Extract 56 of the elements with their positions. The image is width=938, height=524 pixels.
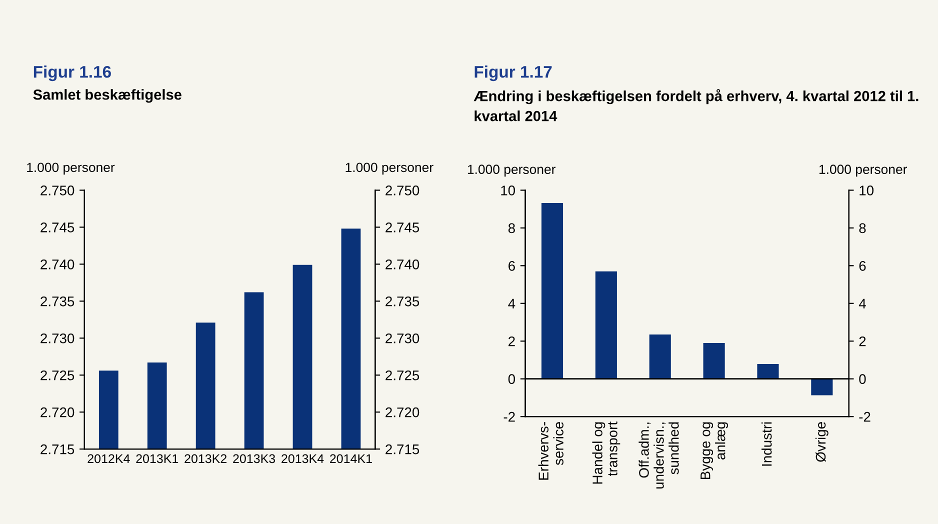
- y-tick-label: 2.725: [40, 370, 74, 380]
- x-tick-label: Industri: [762, 422, 772, 466]
- y2-tick-label: 2.720: [386, 407, 420, 418]
- y2-tick-label: -2: [859, 412, 870, 422]
- y-tick-label: 2: [508, 336, 515, 346]
- bar: [703, 343, 725, 379]
- y2-tick-label: 2: [859, 336, 866, 346]
- y-tick-label: 8: [508, 223, 515, 234]
- y2-tick-label: 2.715: [386, 444, 420, 454]
- y2-tick-label: 2.745: [386, 222, 420, 232]
- x-tick-label: Øvrige: [815, 422, 828, 462]
- x-tick-label: 2014K1: [330, 454, 372, 464]
- y-tick-label: 10: [501, 186, 516, 196]
- x-tick-label: Erhvervs- service: [538, 422, 564, 480]
- x-tick-label: 2013K1: [136, 454, 178, 464]
- y-tick-label: 2.735: [40, 296, 74, 306]
- x-tick-label: 2012K4: [88, 454, 130, 464]
- y2-tick-label: 2.730: [386, 333, 420, 344]
- y2-tick-label: 2.750: [386, 186, 420, 196]
- y-tick-label: 0: [508, 374, 516, 384]
- x-tick-label: 2013K2: [184, 454, 226, 464]
- y-axis-title: 1.000 personer: [468, 164, 556, 177]
- y2-axis-title: 1.000 personer: [346, 162, 434, 175]
- chart-subtitle: Samlet beskæftigelse: [33, 89, 182, 103]
- y-axis-title: 1.000 personer: [27, 162, 115, 175]
- y2-tick-label: 8: [859, 223, 866, 234]
- y-tick-label: 2.740: [40, 260, 74, 270]
- y2-tick-label: 10: [860, 186, 874, 196]
- y2-tick-label: 0: [859, 374, 866, 384]
- bar: [541, 203, 564, 379]
- x-tick-label: 2013K4: [282, 454, 324, 464]
- x-tick-label: 2013K3: [233, 454, 276, 464]
- y2-axis-title: 1.000 personer: [819, 164, 908, 177]
- y-tick-label: -2: [504, 412, 515, 422]
- x-tick-label: Handel og transport: [592, 422, 620, 484]
- bar: [649, 334, 671, 379]
- chart-title: Figur 1.16: [34, 66, 111, 82]
- x-tick-label: Bygge og anlæg: [700, 422, 728, 479]
- bar: [811, 378, 833, 396]
- bar: [595, 271, 617, 379]
- y2-tick-label: 2.725: [386, 370, 420, 380]
- y-tick-label: 6: [508, 261, 515, 271]
- y2-tick-label: 6: [859, 261, 866, 271]
- y-tick-label: 2.750: [40, 186, 74, 196]
- y2-tick-label: 2.740: [386, 260, 420, 270]
- y2-tick-label: 2.735: [386, 296, 420, 306]
- y-tick-label: 4: [508, 298, 516, 308]
- y-tick-label: 2.715: [40, 444, 74, 454]
- chart-title: Figur 1.17: [474, 66, 552, 82]
- chart-subtitle: Ændring i beskæftigelsen fordelt på erhverv, 4. kvartal 2012 til 1. kvartal 2014: [474, 89, 918, 122]
- y2-tick-label: 4: [858, 298, 866, 308]
- y-tick-label: 2.730: [40, 333, 74, 344]
- y-tick-label: 2.745: [40, 222, 74, 232]
- y-tick-label: 2.720: [40, 407, 74, 418]
- x-tick-label: Off.adm., undervisn., sundhed: [638, 422, 679, 488]
- bar: [757, 364, 779, 379]
